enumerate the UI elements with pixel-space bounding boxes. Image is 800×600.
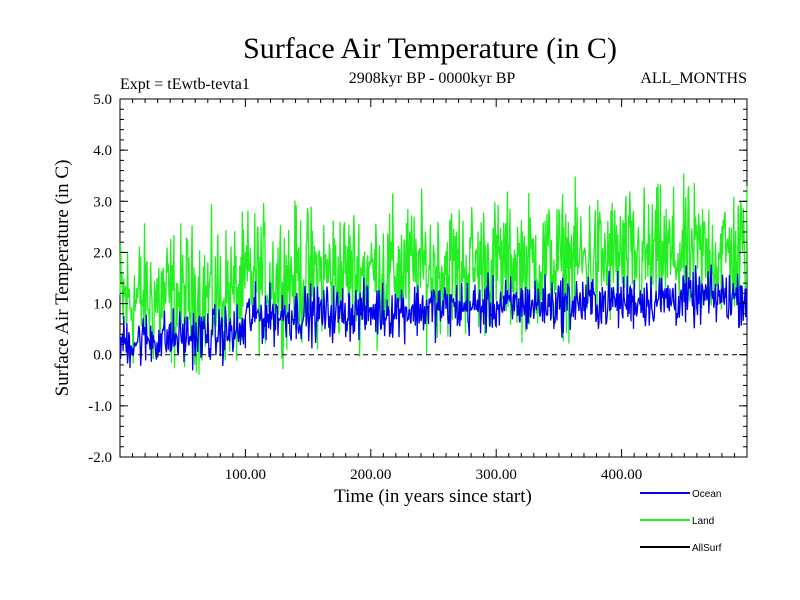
x-tick-label: 300.00	[476, 467, 517, 483]
legend-label-ocean: Ocean	[692, 489, 721, 500]
y-tick-label: 5.0	[93, 92, 112, 108]
experiment-label: Expt = tEwtb-tevta1	[120, 76, 250, 93]
x-axis-label: Time (in years since start)	[334, 486, 532, 507]
legend-label-allsurf: AllSurf	[692, 543, 722, 554]
chart-title: Surface Air Temperature (in C)	[243, 32, 617, 65]
x-tick-label: 200.00	[350, 467, 391, 483]
series-layer	[119, 173, 748, 375]
y-tick-label: 3.0	[93, 194, 112, 210]
series-ocean-line	[119, 264, 748, 371]
legend-label-land: Land	[692, 516, 714, 527]
y-tick-label: 2.0	[93, 245, 112, 261]
x-tick-label: 400.00	[601, 467, 642, 483]
y-tick-label: 1.0	[93, 297, 112, 313]
y-tick-label: 0.0	[93, 348, 112, 364]
y-axis: -2.0 -1.0 0.0 1.0 2.0 3.0 4.0 5.0	[88, 92, 747, 466]
x-axis: 100.00 200.00 300.00 400.00	[119, 99, 748, 483]
series-land-line	[119, 173, 748, 375]
y-tick-label: -2.0	[88, 450, 112, 466]
y-axis-label: Surface Air Temperature (in C)	[52, 160, 73, 397]
time-range-label: 2908kyr BP - 0000kyr BP	[349, 70, 516, 87]
x-tick-label: 100.00	[225, 467, 266, 483]
y-tick-label: -1.0	[88, 399, 112, 415]
y-tick-label: 4.0	[93, 143, 112, 159]
legend: Ocean Land AllSurf	[640, 489, 722, 554]
months-label: ALL_MONTHS	[640, 70, 747, 87]
